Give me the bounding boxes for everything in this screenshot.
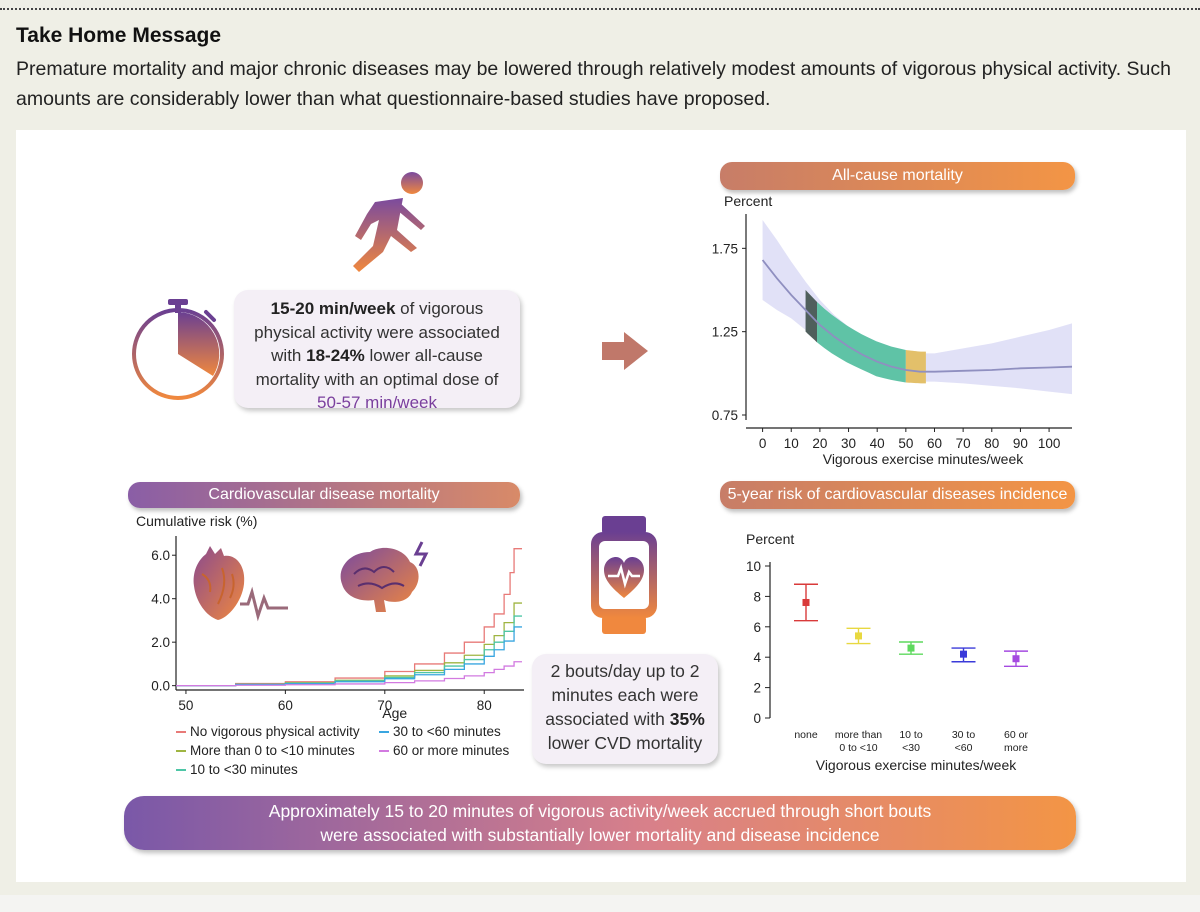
category-label: 60 or — [1004, 729, 1028, 741]
summary-line-1: Approximately 15 to 20 minutes of vigoro… — [268, 801, 932, 821]
heart-icon — [193, 546, 288, 622]
bouts-text-2: lower CVD mortality — [547, 733, 703, 753]
summary-banner: Approximately 15 to 20 minutes of vigoro… — [124, 796, 1076, 850]
y-tick-label: 1.75 — [712, 241, 738, 256]
y-tick-label: 8 — [753, 589, 761, 604]
y-tick-label: 4.0 — [151, 592, 170, 607]
arrow-right-icon — [602, 332, 648, 370]
y-axis-label: Percent — [746, 531, 794, 547]
y-tick-label: 0 — [753, 711, 761, 726]
y-tick-label: 1.25 — [712, 325, 738, 340]
y-tick-label: 0.0 — [151, 679, 170, 694]
top-dotted-divider — [0, 8, 1200, 10]
y-axis-label: Cumulative risk (%) — [136, 513, 257, 529]
optimal-dose-text: 50-57 min/week — [316, 393, 437, 412]
category-label: 30 to — [952, 729, 976, 741]
all-cause-mortality-chart: Percent 0.75 1.25 1.75 0 10 20 30 40 50 60 70 80 90 10… — [712, 193, 1073, 467]
series-line-0 — [176, 548, 523, 687]
legend-item-30-60: 30 to <60 minutes — [379, 724, 501, 739]
category-label: 0 to <10 — [839, 742, 877, 754]
x-tick-label: 90 — [1013, 436, 1028, 451]
cvd-reduction-text: 35% — [669, 709, 705, 729]
series-line-4 — [176, 661, 523, 687]
x-tick-label: 80 — [477, 698, 492, 713]
point-marker — [907, 644, 915, 652]
legend-item-10-30: 10 to <30 minutes — [176, 762, 298, 777]
category-label: <30 — [902, 742, 920, 754]
cvd-mortality-chart: Cumulative risk (%) 0.0 2.0 4.0 6.0 50 60 70 80 A… — [136, 513, 524, 721]
page-title: Take Home Message — [16, 24, 222, 47]
cvd-incidence-pill: 5-year risk of cardiovascular diseases i… — [720, 481, 1075, 509]
cvd-legend: No vigorous physical activity More than … — [176, 724, 536, 780]
stopwatch-icon — [132, 299, 224, 400]
x-tick-label: 30 — [841, 436, 856, 451]
x-tick-label: 100 — [1038, 436, 1061, 451]
highlight-segment-2 — [905, 350, 926, 384]
category-label: more — [1004, 742, 1028, 754]
y-tick-label: 6 — [753, 620, 761, 635]
y-tick-label: 4 — [753, 650, 761, 665]
x-tick-label: 70 — [377, 698, 392, 713]
x-tick-label: 50 — [898, 436, 913, 451]
brain-icon — [340, 541, 429, 612]
y-tick-label: 2.0 — [151, 635, 170, 650]
all-cause-mortality-pill: All-cause mortality — [720, 162, 1075, 190]
smartwatch-icon — [591, 516, 657, 634]
cvd-mortality-pill: Cardiovascular disease mortality — [128, 482, 520, 508]
x-tick-label: 20 — [812, 436, 827, 451]
x-tick-label: 70 — [956, 436, 971, 451]
point-marker — [855, 632, 862, 640]
legend-item-60-plus: 60 or more minutes — [379, 743, 509, 758]
y-axis-label: Percent — [724, 193, 772, 209]
series-line-3 — [176, 626, 523, 687]
point-marker — [960, 650, 967, 658]
x-tick-label: 60 — [278, 698, 293, 713]
short-bouts-infobox: 2 bouts/day up to 2 minutes each were as… — [532, 654, 718, 764]
runner-icon — [353, 172, 425, 272]
dose-text-2: lower all-cause mortality with an optima… — [255, 346, 499, 389]
y-tick-label: 0.75 — [712, 408, 738, 423]
bouts-text-1: 2 bouts/day up to 2 minutes each were as… — [545, 661, 700, 729]
y-tick-label: 10 — [746, 559, 761, 574]
category-label: <60 — [955, 742, 973, 754]
highlight-segment-1 — [817, 302, 906, 383]
y-tick-label: 2 — [753, 681, 761, 696]
y-tick-label: 6.0 — [151, 548, 170, 563]
mortality-reduction-text: 18-24% — [306, 346, 365, 365]
dose-range-text: 15-20 min/week — [270, 299, 396, 318]
take-home-text: Premature mortality and major chronic di… — [16, 58, 1171, 110]
legend-item-none: No vigorous physical activity — [176, 724, 360, 739]
bottom-strip — [0, 895, 1200, 912]
series-line-2 — [176, 615, 523, 687]
x-axis-label: Vigorous exercise minutes/week — [823, 451, 1025, 467]
category-label: more than — [835, 729, 882, 741]
summary-line-2: were associated with substantially lower… — [320, 825, 880, 845]
x-tick-label: 60 — [927, 436, 942, 451]
legend-item-0-10: More than 0 to <10 minutes — [176, 743, 355, 758]
x-axis-label: Age — [382, 705, 407, 721]
dose-text-1: of vigorous physical activity were assoc… — [254, 299, 500, 365]
x-tick-label: 10 — [784, 436, 799, 451]
point-marker — [1012, 655, 1020, 663]
x-tick-label: 0 — [759, 436, 767, 451]
x-tick-label: 80 — [984, 436, 999, 451]
x-tick-label: 40 — [870, 436, 885, 451]
category-label: none — [794, 729, 818, 741]
point-marker — [802, 598, 810, 606]
category-label: 10 to — [899, 729, 923, 741]
x-tick-label: 50 — [178, 698, 193, 713]
optimal-dose-infobox: 15-20 min/week of vigorous physical acti… — [234, 290, 520, 412]
x-axis-label: Vigorous exercise minutes/week — [816, 757, 1018, 773]
estimate-line — [761, 259, 1073, 373]
